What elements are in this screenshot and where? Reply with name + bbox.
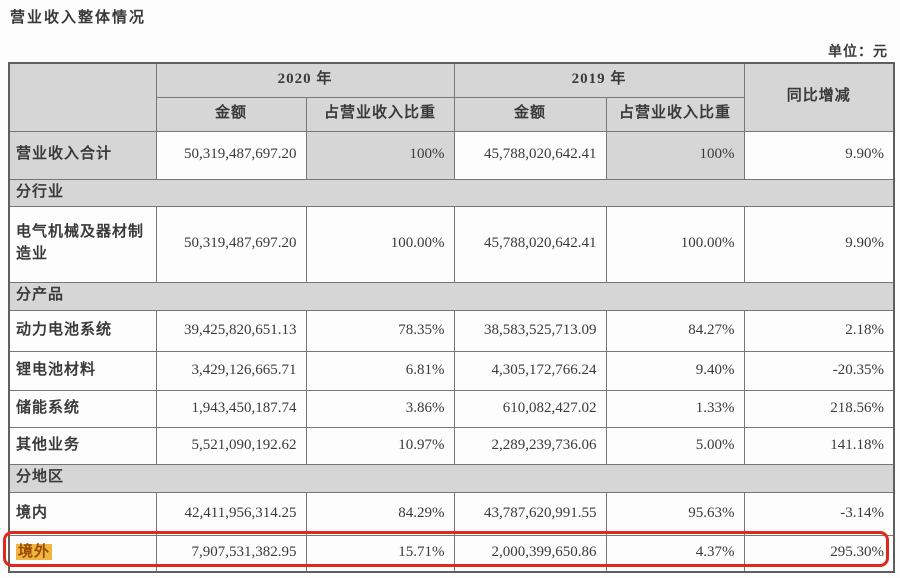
row-label: 电气机械及器材制造业: [8, 205, 157, 283]
row-label: 动力电池系统: [8, 309, 157, 352]
share-2020-cell: 78.35%: [305, 309, 455, 352]
share-2019-cell: 9.40%: [605, 350, 745, 391]
row-label: 锂电池材料: [8, 350, 157, 391]
unit-note: 单位：元: [828, 45, 888, 60]
section-label: 分地区: [8, 463, 895, 493]
amount-2019-cell: 38,583,525,713.09: [453, 309, 607, 352]
amount-2019-cell: 45,788,020,642.41: [453, 205, 607, 283]
header-year-2019: 2019 年: [453, 62, 745, 98]
section-label: 分产品: [8, 281, 895, 311]
table-row-overseas: 境外 7,907,531,382.95 15.71% 2,000,399,650…: [8, 534, 895, 573]
table-row-other-business: 其他业务 5,521,090,192.62 10.97% 2,289,239,7…: [8, 426, 895, 465]
row-label: 储能系统: [8, 389, 157, 428]
yoy-cell: 295.30%: [743, 534, 895, 573]
share-2020-cell: 3.86%: [305, 389, 455, 428]
overseas-highlighted-label: 境外: [16, 544, 53, 561]
share-2019-cell: 5.00%: [605, 426, 745, 465]
header-row-metrics: 金额 占营业收入比重 金额 占营业收入比重: [9, 96, 894, 132]
table-row-battery-systems: 动力电池系统 39,425,820,651.13 78.35% 38,583,5…: [8, 309, 895, 352]
row-label: 境外: [8, 534, 157, 573]
section-row-product: 分产品: [8, 281, 895, 311]
amount-2020-cell: 42,411,956,314.25: [155, 491, 307, 536]
yoy-cell: 218.56%: [743, 389, 895, 428]
header-share-2019: 占营业收入比重: [605, 96, 745, 132]
table-row-electrical-machinery: 电气机械及器材制造业 50,319,487,697.20 100.00% 45,…: [8, 205, 895, 283]
amount-2019-cell: 45,788,020,642.41: [453, 130, 607, 180]
table-row-domestic: 境内 42,411,956,314.25 84.29% 43,787,620,9…: [8, 491, 895, 536]
table-row-total: 营业收入合计 50,319,487,697.20 100% 45,788,020…: [8, 130, 895, 180]
share-2020-cell: 10.97%: [305, 426, 455, 465]
share-2019-cell: 100%: [605, 130, 745, 180]
amount-2019-cell: 4,305,172,766.24: [453, 350, 607, 391]
header-row-years: 2020 年 2019 年 同比增减: [8, 62, 895, 132]
share-2019-cell: 4.37%: [605, 534, 745, 573]
share-2020-cell: 6.81%: [305, 350, 455, 391]
amount-2020-cell: 3,429,126,665.71: [155, 350, 307, 391]
amount-2020-cell: 1,943,450,187.74: [155, 389, 307, 428]
share-2020-cell: 15.71%: [305, 534, 455, 573]
amount-2020-cell: 50,319,487,697.20: [155, 130, 307, 180]
share-2020-cell: 100.00%: [305, 205, 455, 283]
header-amount-2019: 金额: [453, 96, 607, 132]
revenue-table: 2020 年 2019 年 同比增减 金额 占营业收入比重 金额 占营业收入比重…: [8, 62, 896, 573]
header-corner-cell: [8, 62, 157, 132]
share-2020-cell: 100%: [305, 130, 455, 180]
yoy-cell: 9.90%: [743, 205, 895, 283]
page-title: 营业收入整体情况: [10, 10, 147, 26]
amount-2019-cell: 2,289,239,736.06: [453, 426, 607, 465]
yoy-cell: 141.18%: [743, 426, 895, 465]
section-row-industry: 分行业: [8, 178, 895, 207]
header-amount-2020: 金额: [155, 96, 307, 132]
share-2020-cell: 84.29%: [305, 491, 455, 536]
share-2019-cell: 84.27%: [605, 309, 745, 352]
share-2019-cell: 100.00%: [605, 205, 745, 283]
header-yoy: 同比增减: [743, 62, 895, 132]
table-row-lithium-materials: 锂电池材料 3,429,126,665.71 6.81% 4,305,172,7…: [8, 350, 895, 391]
table-row-energy-storage: 储能系统 1,943,450,187.74 3.86% 610,082,427.…: [8, 389, 895, 428]
amount-2019-cell: 610,082,427.02: [453, 389, 607, 428]
header-share-2020: 占营业收入比重: [305, 96, 455, 132]
yoy-cell: 2.18%: [743, 309, 895, 352]
section-label: 分行业: [8, 178, 895, 207]
row-label: 营业收入合计: [8, 130, 157, 180]
section-row-region: 分地区: [8, 463, 895, 493]
header-year-2020: 2020 年: [155, 62, 455, 98]
row-label: 其他业务: [8, 426, 157, 465]
share-2019-cell: 1.33%: [605, 389, 745, 428]
yoy-cell: 9.90%: [743, 130, 895, 180]
amount-2020-cell: 39,425,820,651.13: [155, 309, 307, 352]
yoy-cell: -3.14%: [743, 491, 895, 536]
amount-2019-cell: 2,000,399,650.86: [453, 534, 607, 573]
amount-2020-cell: 7,907,531,382.95: [155, 534, 307, 573]
share-2019-cell: 95.63%: [605, 491, 745, 536]
row-label: 境内: [8, 491, 157, 536]
amount-2020-cell: 5,521,090,192.62: [155, 426, 307, 465]
amount-2020-cell: 50,319,487,697.20: [155, 205, 307, 283]
yoy-cell: -20.35%: [743, 350, 895, 391]
amount-2019-cell: 43,787,620,991.55: [453, 491, 607, 536]
